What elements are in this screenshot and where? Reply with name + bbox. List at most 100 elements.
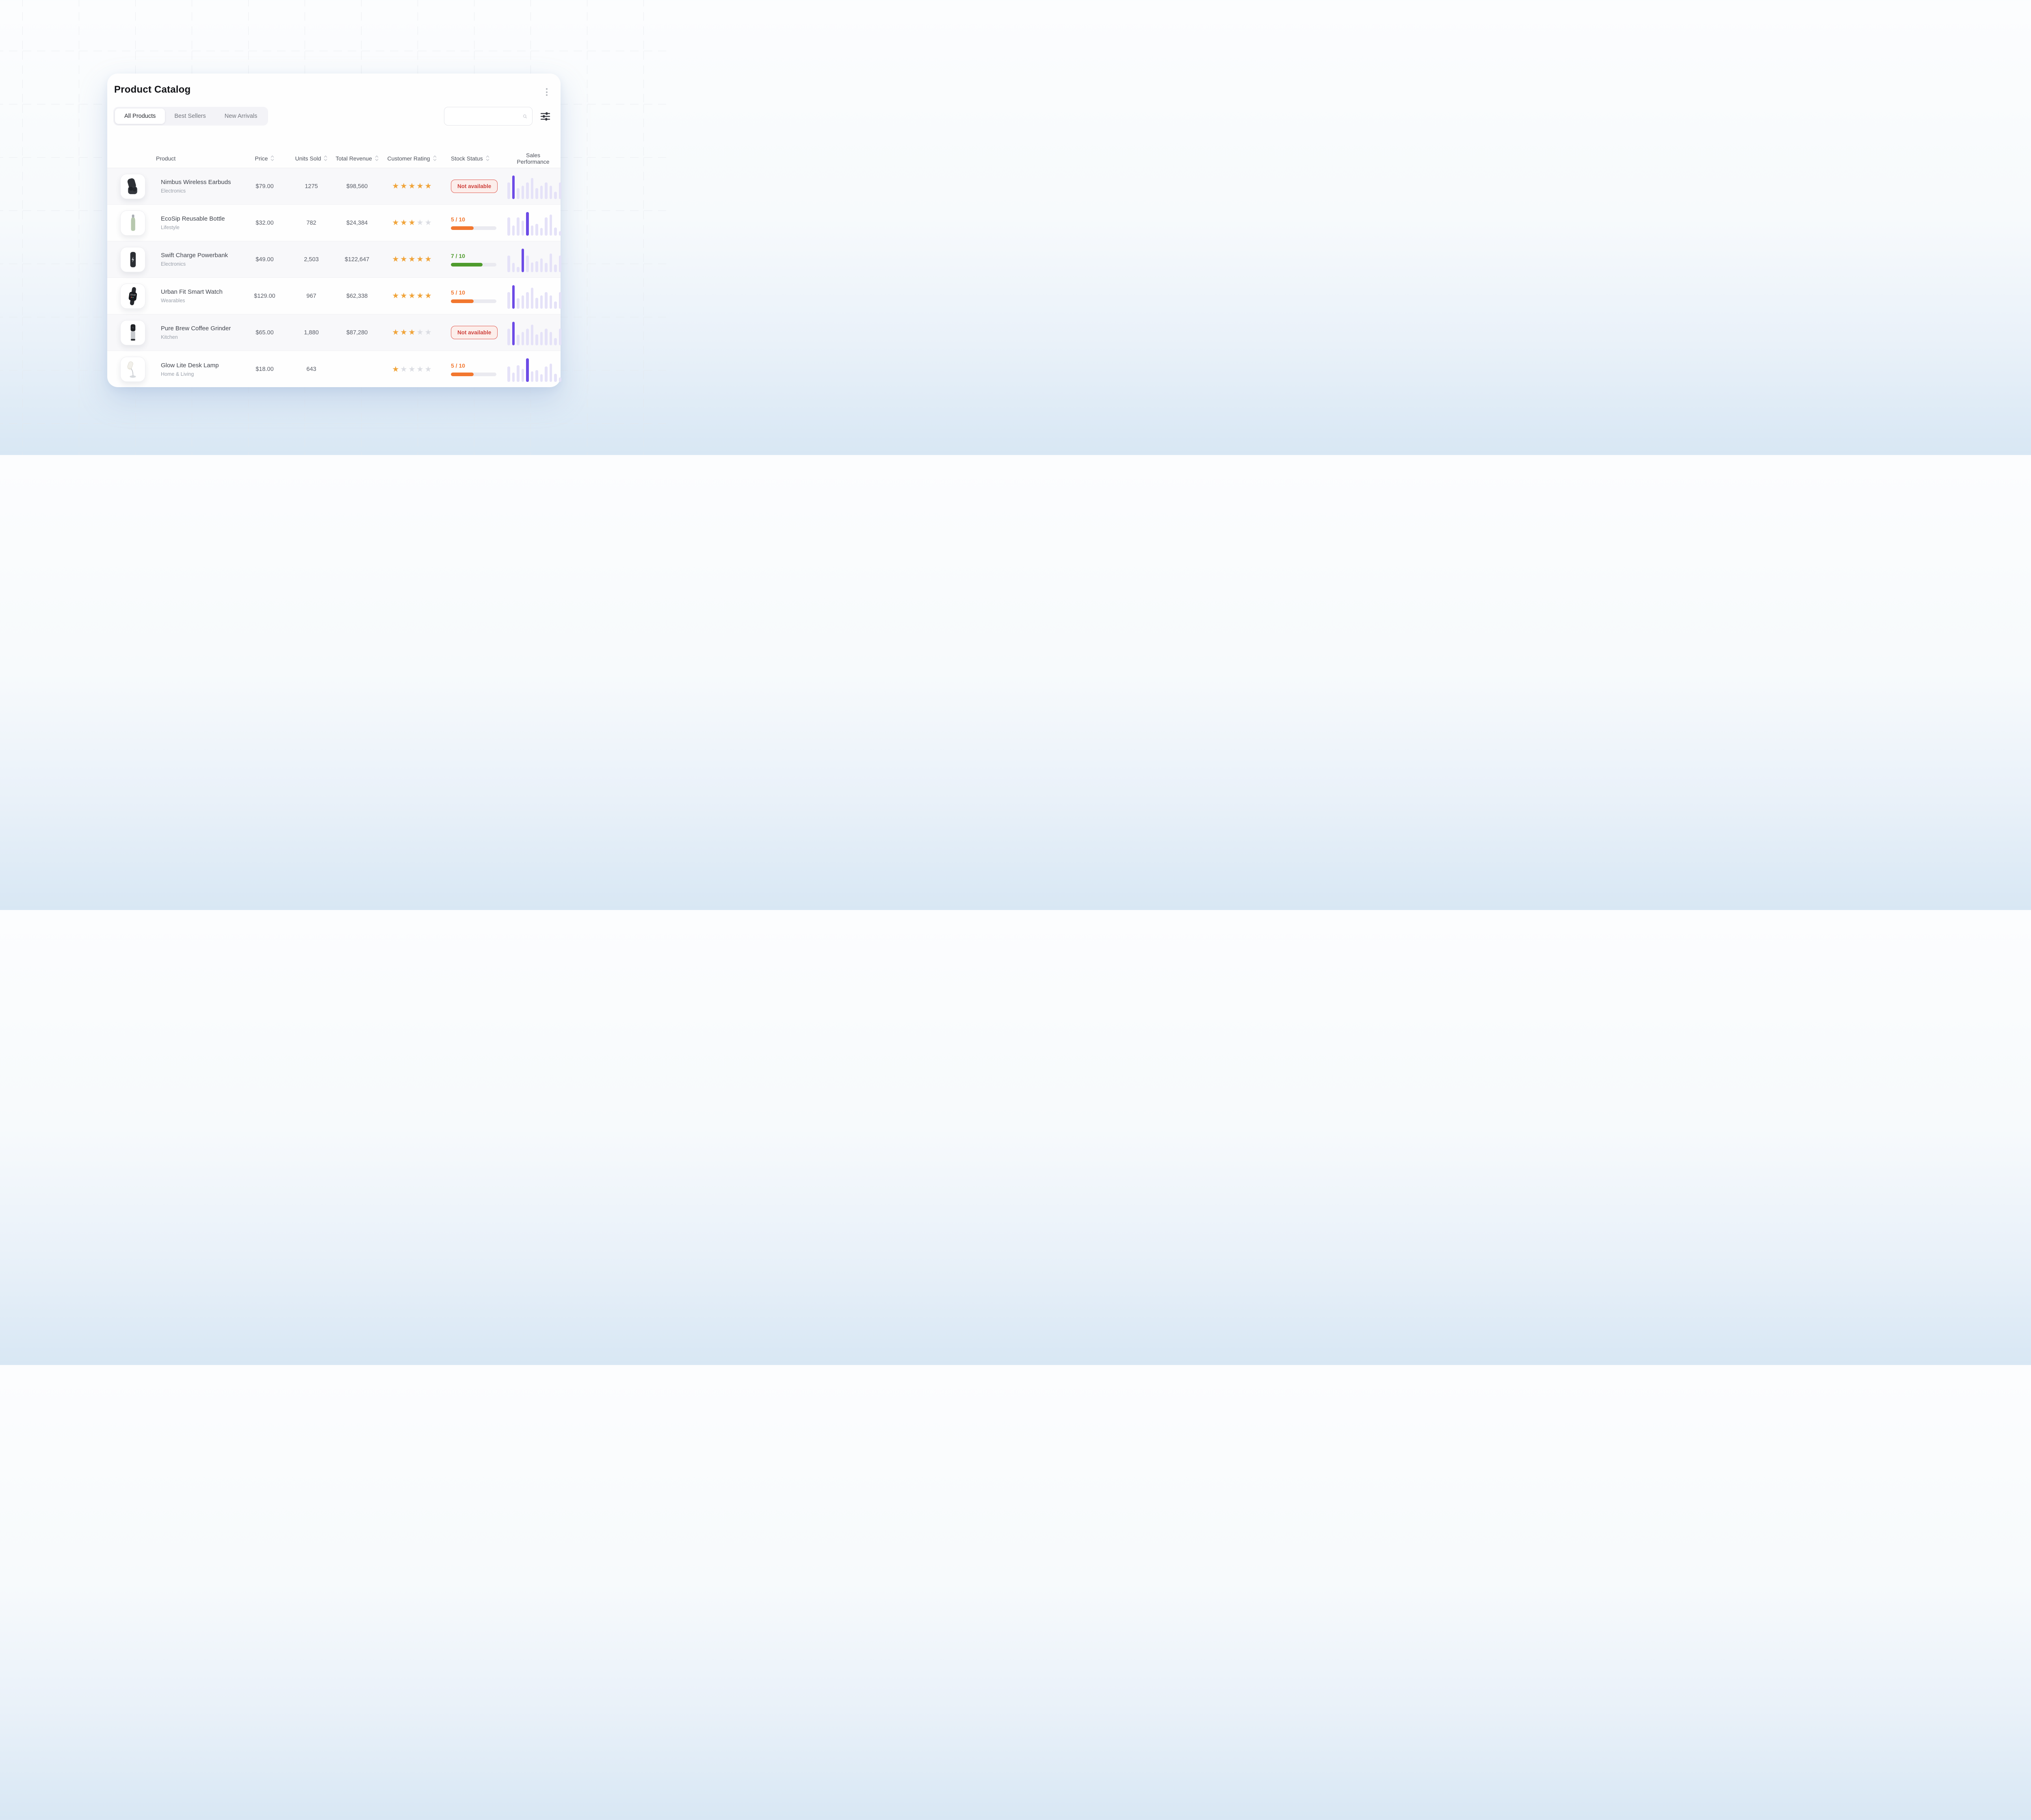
product-catalog-card: Product Catalog All Products Best Seller…: [107, 74, 561, 387]
filter-button[interactable]: [540, 111, 551, 122]
tab-new-arrivals[interactable]: New Arrivals: [215, 108, 267, 124]
price-value: $32.00: [237, 220, 292, 226]
column-header-sales-performance[interactable]: Sales Performance: [503, 152, 557, 165]
table-row[interactable]: 10:47 Urban Fit Smart Watch Wearables $1…: [107, 278, 561, 314]
chart-bar: [526, 182, 529, 199]
chart-bar: [522, 295, 524, 309]
chart-bar: [522, 332, 524, 345]
star-filled-icon: ★: [425, 292, 432, 300]
chart-bar: [545, 182, 548, 199]
chart-bar: [559, 329, 562, 345]
star-filled-icon: ★: [425, 182, 432, 190]
sales-performance-chart: [503, 284, 561, 309]
chart-bar: [535, 370, 538, 382]
chart-bar: [545, 263, 548, 272]
table-row[interactable]: Swift Charge Powerbank Electronics $49.0…: [107, 241, 561, 278]
search-box: [444, 107, 533, 126]
sort-icon: [375, 155, 379, 162]
star-filled-icon: ★: [392, 329, 399, 336]
price-value: $79.00: [237, 183, 292, 190]
chart-bar: [531, 225, 534, 236]
chart-bar: [531, 371, 534, 382]
chart-bar: [554, 228, 557, 236]
star-filled-icon: ★: [408, 292, 415, 300]
star-empty-icon: ★: [425, 366, 432, 373]
chart-bar: [535, 261, 538, 272]
total-revenue-value: $87,280: [331, 329, 383, 336]
price-value: $18.00: [237, 366, 292, 373]
chart-bar: [535, 188, 538, 199]
chart-bar: [535, 334, 538, 345]
units-sold-value: 643: [292, 366, 331, 373]
star-filled-icon: ★: [408, 256, 415, 263]
column-header-product[interactable]: Product: [156, 155, 237, 162]
chart-bar: [545, 292, 548, 309]
chart-bar: [512, 263, 515, 272]
chart-bar: [517, 335, 520, 345]
table-header-row: Product Price Units Sold Total Revenue C…: [107, 149, 561, 168]
sort-icon: [271, 155, 274, 162]
chart-bar: [512, 373, 515, 382]
product-name: Swift Charge Powerbank: [156, 252, 237, 259]
column-header-stock-status[interactable]: Stock Status: [440, 155, 503, 162]
stock-progress-track: [451, 226, 496, 230]
units-sold-value: 1,880: [292, 329, 331, 336]
column-header-customer-rating[interactable]: Customer Rating: [383, 155, 440, 162]
stock-level-label: 5 / 10: [451, 289, 503, 296]
sort-icon: [324, 155, 327, 162]
stock-level-label: 5 / 10: [451, 216, 503, 223]
star-filled-icon: ★: [408, 219, 415, 227]
star-empty-icon: ★: [400, 366, 407, 373]
star-filled-icon: ★: [417, 256, 424, 263]
tab-all-products[interactable]: All Products: [115, 108, 165, 124]
price-value: $49.00: [237, 256, 292, 263]
units-sold-value: 2,503: [292, 256, 331, 263]
search-input[interactable]: [449, 113, 523, 119]
table-row[interactable]: EcoSip Reusable Bottle Lifestyle $32.00 …: [107, 205, 561, 241]
sales-performance-chart: [503, 210, 561, 236]
tab-best-sellers[interactable]: Best Sellers: [165, 108, 215, 124]
total-revenue-value: $98,560: [331, 183, 383, 190]
product-category: Kitchen: [156, 334, 237, 340]
chart-bar: [517, 188, 520, 199]
chart-bar: [531, 262, 534, 272]
chart-bar: [526, 329, 529, 345]
stock-status: 5 / 10: [440, 362, 503, 376]
stock-status: 5 / 10: [440, 289, 503, 303]
product-thumbnail: [120, 320, 145, 345]
chart-bar: [522, 221, 524, 236]
chart-bar: [550, 214, 552, 236]
total-revenue-value: $62,338: [331, 293, 383, 299]
product-name: Glow Lite Desk Lamp: [156, 362, 237, 369]
not-available-badge: Not available: [451, 326, 498, 339]
stock-level-label: 7 / 10: [451, 253, 503, 259]
stock-status: Not available: [440, 180, 503, 193]
table-row[interactable]: Nimbus Wireless Earbuds Electronics $79.…: [107, 168, 561, 205]
table-row[interactable]: Pure Brew Coffee Grinder Kitchen $65.00 …: [107, 314, 561, 351]
powerbank-image: [122, 249, 144, 271]
column-header-price[interactable]: Price: [237, 155, 292, 162]
price-value: $129.00: [237, 293, 292, 299]
more-options-button[interactable]: [543, 86, 550, 98]
table-row[interactable]: Glow Lite Desk Lamp Home & Living $18.00…: [107, 351, 561, 388]
column-header-units-sold[interactable]: Units Sold: [292, 155, 331, 162]
chart-bar: [540, 228, 543, 236]
product-name: Nimbus Wireless Earbuds: [156, 179, 237, 186]
chart-bar: [554, 301, 557, 309]
chart-bar: [559, 377, 562, 382]
chart-bar: [545, 217, 548, 236]
sales-performance-chart: [503, 247, 561, 272]
stock-progress-fill: [451, 226, 474, 230]
chart-bar-highlighted: [512, 322, 515, 345]
column-header-total-revenue[interactable]: Total Revenue: [331, 155, 383, 162]
chart-bar: [535, 224, 538, 236]
stock-progress-track: [451, 299, 496, 303]
stock-status: Not available: [440, 326, 503, 339]
star-rating: ★★★★★: [383, 256, 440, 263]
chart-bar: [550, 364, 552, 382]
chart-bar: [559, 256, 562, 272]
star-rating: ★★★★★: [383, 366, 440, 373]
card-header: Product Catalog: [107, 74, 561, 98]
chart-bar-highlighted: [512, 176, 515, 199]
stock-progress-fill: [451, 263, 483, 266]
